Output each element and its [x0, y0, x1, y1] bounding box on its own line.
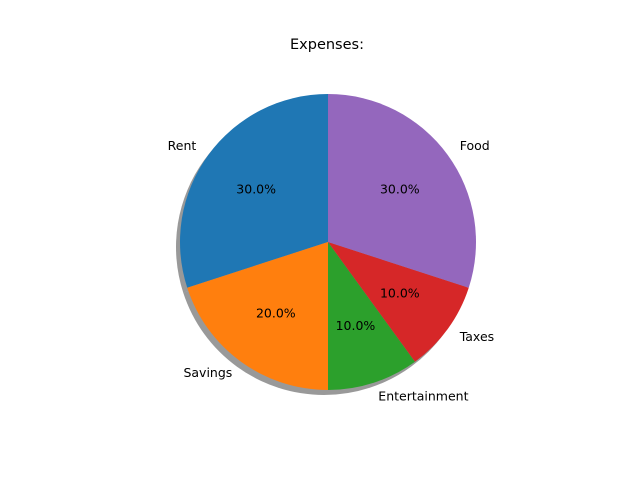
label-food: Food: [460, 138, 490, 153]
percent-label-rent: 30.0%: [236, 181, 276, 196]
pie-slices: [180, 94, 476, 390]
slice-savings: [187, 242, 328, 390]
percent-label-entertainment: 10.0%: [336, 318, 376, 333]
slice-rent: [180, 94, 328, 288]
slice-entertainment: [328, 242, 415, 390]
percent-label-food: 30.0%: [380, 181, 420, 196]
chart-title: Expenses:: [290, 37, 364, 53]
percent-label-taxes: 10.0%: [380, 286, 420, 301]
label-savings: Savings: [183, 365, 232, 380]
slice-taxes: [328, 242, 469, 362]
slice-food: [328, 94, 476, 288]
pie-labels: Rent 30.0% Savings 20.0% Entertainment 10.0% T…: [168, 138, 495, 404]
label-entertainment: Entertainment: [378, 388, 468, 403]
label-rent: Rent: [168, 138, 197, 153]
percent-label-savings: 20.0%: [256, 305, 296, 320]
label-taxes: Taxes: [459, 329, 494, 344]
